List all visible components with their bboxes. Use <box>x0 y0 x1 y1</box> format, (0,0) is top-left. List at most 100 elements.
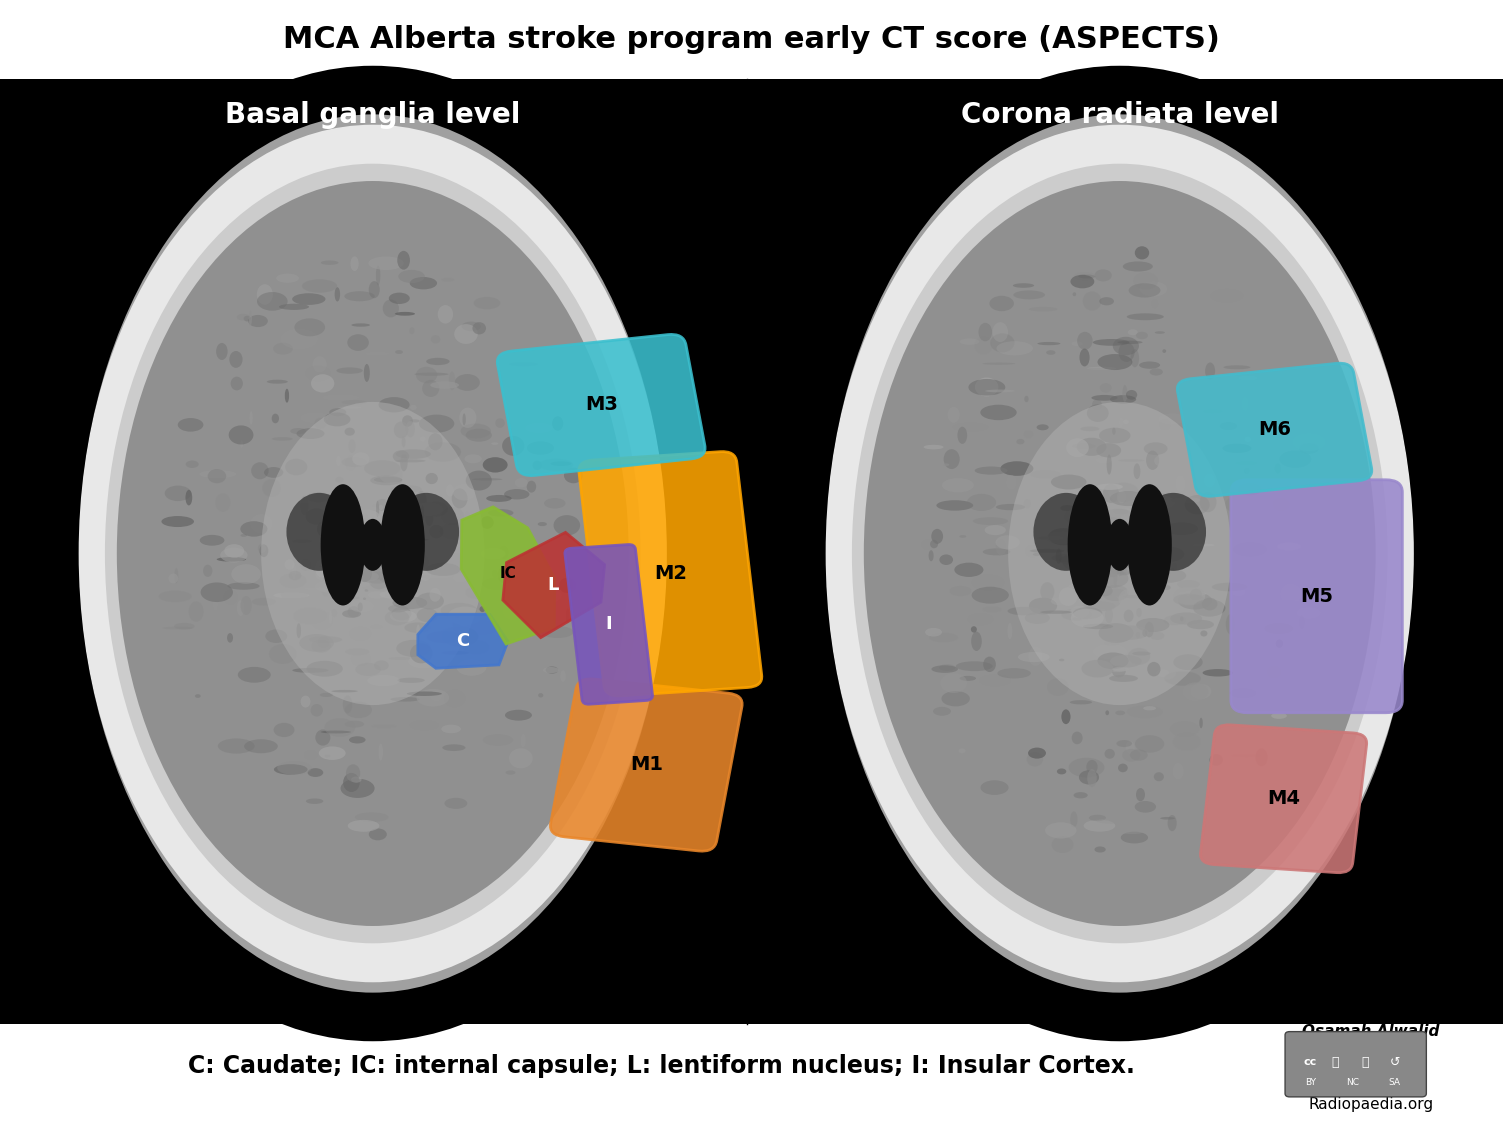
Ellipse shape <box>472 478 502 480</box>
Ellipse shape <box>520 734 526 747</box>
Ellipse shape <box>1028 748 1046 758</box>
Ellipse shape <box>980 781 1009 795</box>
Ellipse shape <box>1142 495 1175 510</box>
Ellipse shape <box>1069 758 1105 777</box>
Ellipse shape <box>1048 528 1079 546</box>
Ellipse shape <box>966 494 996 511</box>
Ellipse shape <box>186 460 198 468</box>
Ellipse shape <box>514 478 528 487</box>
Ellipse shape <box>437 305 452 324</box>
Ellipse shape <box>416 593 443 610</box>
Ellipse shape <box>320 730 352 734</box>
Ellipse shape <box>1091 564 1127 577</box>
Ellipse shape <box>1153 520 1159 529</box>
Ellipse shape <box>362 547 382 567</box>
Ellipse shape <box>1171 612 1202 624</box>
Ellipse shape <box>301 413 329 423</box>
Ellipse shape <box>213 598 218 611</box>
Ellipse shape <box>959 676 975 681</box>
Ellipse shape <box>1009 402 1231 705</box>
Ellipse shape <box>466 586 490 598</box>
Ellipse shape <box>1087 759 1097 774</box>
Ellipse shape <box>410 552 428 572</box>
Ellipse shape <box>1084 623 1114 629</box>
Ellipse shape <box>337 368 362 374</box>
Ellipse shape <box>1060 555 1088 565</box>
Ellipse shape <box>1144 706 1156 710</box>
Ellipse shape <box>347 606 359 618</box>
Ellipse shape <box>1060 782 1066 792</box>
Ellipse shape <box>1132 651 1151 656</box>
Ellipse shape <box>1127 330 1138 335</box>
Ellipse shape <box>1093 542 1126 546</box>
Ellipse shape <box>1222 443 1252 453</box>
Ellipse shape <box>995 536 1021 549</box>
Ellipse shape <box>864 181 1375 926</box>
Ellipse shape <box>959 536 966 538</box>
Ellipse shape <box>1190 588 1202 600</box>
Ellipse shape <box>972 518 1009 525</box>
Ellipse shape <box>998 668 1031 678</box>
Ellipse shape <box>1210 754 1223 766</box>
Ellipse shape <box>1244 458 1261 477</box>
Ellipse shape <box>343 532 374 543</box>
Ellipse shape <box>1087 567 1090 570</box>
Ellipse shape <box>416 525 422 536</box>
Ellipse shape <box>314 417 326 429</box>
Ellipse shape <box>1001 461 1034 476</box>
Ellipse shape <box>1082 291 1102 310</box>
Ellipse shape <box>1147 662 1160 676</box>
Ellipse shape <box>364 363 370 381</box>
Ellipse shape <box>391 580 413 600</box>
Ellipse shape <box>368 572 389 590</box>
Ellipse shape <box>996 504 1025 511</box>
Ellipse shape <box>1117 570 1130 575</box>
Ellipse shape <box>960 339 980 345</box>
Ellipse shape <box>942 478 974 493</box>
Ellipse shape <box>311 639 331 652</box>
Ellipse shape <box>161 516 194 526</box>
Ellipse shape <box>302 279 337 292</box>
Ellipse shape <box>346 648 370 655</box>
Ellipse shape <box>1281 584 1302 604</box>
Ellipse shape <box>323 847 337 849</box>
Ellipse shape <box>358 602 362 612</box>
Ellipse shape <box>1142 629 1147 637</box>
Ellipse shape <box>1127 313 1163 321</box>
Ellipse shape <box>980 675 1012 686</box>
Ellipse shape <box>1073 292 1076 296</box>
Ellipse shape <box>1126 390 1138 399</box>
Ellipse shape <box>421 505 424 522</box>
Ellipse shape <box>974 336 993 354</box>
Ellipse shape <box>1100 550 1133 554</box>
Ellipse shape <box>224 590 237 604</box>
Ellipse shape <box>389 610 416 622</box>
Text: M1: M1 <box>630 756 663 774</box>
Ellipse shape <box>1175 475 1186 492</box>
Ellipse shape <box>1117 550 1124 559</box>
Ellipse shape <box>383 299 398 317</box>
Ellipse shape <box>174 568 179 583</box>
Ellipse shape <box>1073 792 1088 799</box>
Ellipse shape <box>502 435 525 456</box>
Ellipse shape <box>320 261 338 264</box>
Ellipse shape <box>379 507 412 528</box>
Ellipse shape <box>320 484 365 605</box>
Ellipse shape <box>565 609 570 623</box>
Ellipse shape <box>1082 601 1115 611</box>
Ellipse shape <box>983 657 996 672</box>
Ellipse shape <box>410 720 439 730</box>
Ellipse shape <box>248 315 268 327</box>
Ellipse shape <box>1084 541 1088 552</box>
Ellipse shape <box>933 706 951 716</box>
Ellipse shape <box>323 395 359 400</box>
Ellipse shape <box>237 314 249 321</box>
Ellipse shape <box>1052 554 1082 562</box>
Ellipse shape <box>1087 554 1100 566</box>
Ellipse shape <box>308 636 343 643</box>
Ellipse shape <box>1082 660 1114 677</box>
Ellipse shape <box>939 555 953 565</box>
Ellipse shape <box>1165 672 1201 686</box>
Ellipse shape <box>1105 710 1109 716</box>
Ellipse shape <box>355 541 391 551</box>
